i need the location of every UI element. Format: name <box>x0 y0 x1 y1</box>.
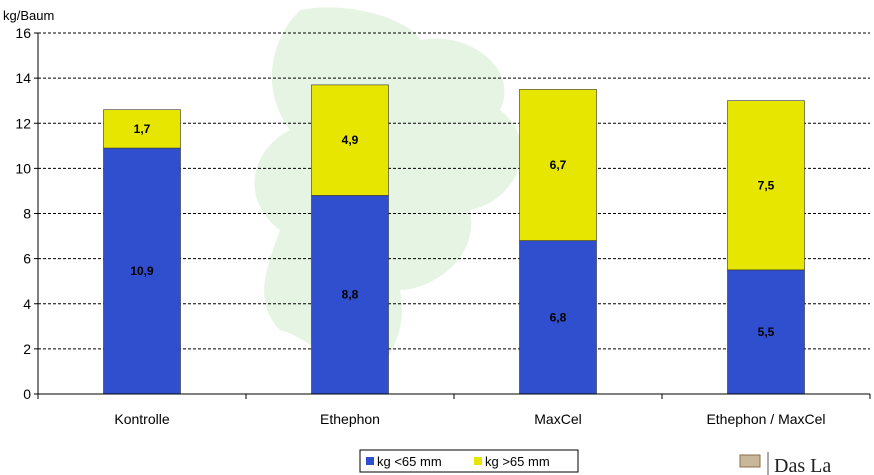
y-tick-labels: 0 2 4 6 8 10 12 14 16 <box>15 25 31 402</box>
data-label-2-series-1: 6,7 <box>550 158 567 172</box>
legend-swatch-series-1 <box>474 457 482 465</box>
data-labels: 10,9 1,7 8,8 4,9 6,8 6,7 5,5 7,5 <box>130 122 774 339</box>
data-label-3-series-0: 5,5 <box>758 325 775 339</box>
bar-1-series-0 <box>311 195 389 395</box>
bar-0-series-0 <box>103 147 181 395</box>
data-label-2-series-0: 6,8 <box>550 310 567 324</box>
data-label-0-series-1: 1,7 <box>134 122 151 136</box>
bar-0-series-1 <box>103 109 181 149</box>
axes <box>34 32 871 399</box>
bar-1-series-1 <box>311 84 389 196</box>
legend-swatch-series-0 <box>366 457 374 465</box>
legend: kg <65 mm kg >65 mm <box>359 449 579 473</box>
gridlines <box>38 32 870 350</box>
data-label-1-series-0: 8,8 <box>342 288 359 302</box>
x-tick-labels: Kontrolle Ethephon MaxCel Ethephon / MaxCel <box>114 411 825 427</box>
bar-2-series-0 <box>519 240 597 395</box>
y-tick-label-3: 6 <box>23 251 31 267</box>
logo-emblem <box>739 454 761 468</box>
y-axis-label: kg/Baum <box>3 8 54 23</box>
y-tick-label-2: 4 <box>23 296 31 312</box>
x-tick-label-1: Ethephon <box>320 411 380 427</box>
y-tick-label-1: 2 <box>23 341 31 357</box>
y-tick-label-6: 12 <box>15 115 31 131</box>
logo: Das La <box>739 452 831 475</box>
y-tick-label-7: 14 <box>15 70 31 86</box>
data-label-3-series-1: 7,5 <box>758 178 775 192</box>
data-label-0-series-0: 10,9 <box>130 264 154 278</box>
legend-label-series-0: kg <65 mm <box>377 454 442 469</box>
bars <box>103 84 805 395</box>
x-tick-label-2: MaxCel <box>534 411 581 427</box>
bar-3-series-1 <box>727 100 805 271</box>
x-tick-label-3: Ethephon / MaxCel <box>706 411 825 427</box>
y-tick-label-5: 10 <box>15 160 31 176</box>
x-tick-label-0: Kontrolle <box>114 411 169 427</box>
bar-3-series-0 <box>727 269 805 395</box>
y-tick-label-0: 0 <box>23 386 31 402</box>
legend-label-series-1: kg >65 mm <box>485 454 550 469</box>
y-tick-label-4: 8 <box>23 206 31 222</box>
bar-2-series-1 <box>519 89 597 241</box>
logo-text: Das La <box>774 455 831 475</box>
y-tick-label-8: 16 <box>15 25 31 41</box>
legend-box <box>359 449 579 473</box>
data-label-1-series-1: 4,9 <box>342 133 359 147</box>
